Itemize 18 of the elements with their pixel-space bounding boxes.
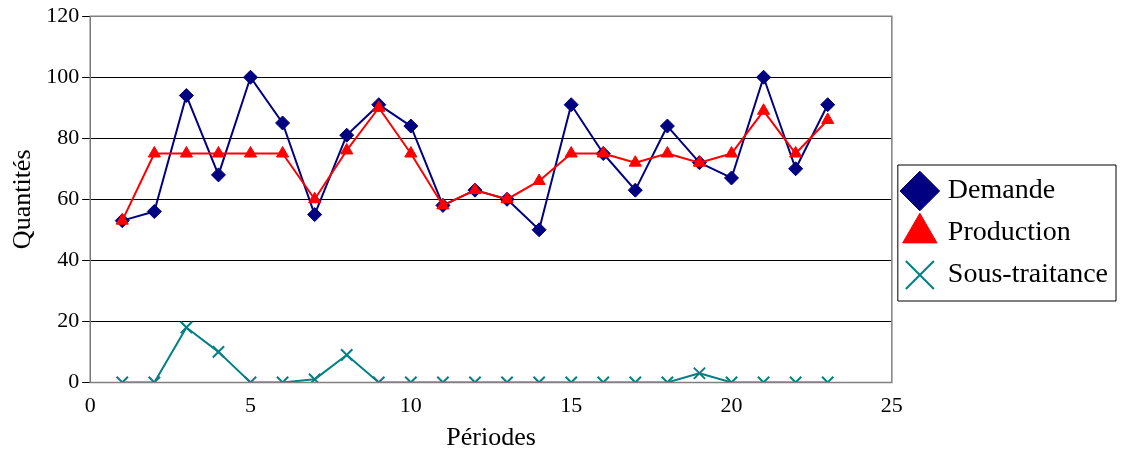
x-tick-label: 10: [399, 392, 422, 418]
y-tick-label: 100: [46, 63, 80, 89]
legend-label: Production: [947, 215, 1071, 247]
y-axis-title: Quantités: [7, 149, 37, 250]
y-tick-label: 80: [57, 124, 80, 150]
x-tick-label: 5: [245, 392, 257, 418]
x-axis-title: Périodes: [446, 422, 536, 452]
y-tick-label: 40: [57, 246, 80, 272]
y-tick-label: 20: [57, 307, 80, 333]
y-tick-label: 60: [57, 185, 80, 211]
y-tick-label: 0: [68, 368, 80, 394]
y-tick-label: 120: [46, 1, 80, 27]
legend-label: Demande: [947, 173, 1056, 205]
legend-label: Sous-traitance: [947, 257, 1109, 289]
x-tick-label: 15: [560, 392, 583, 418]
x-tick-label: 20: [720, 392, 743, 418]
x-tick-label: 25: [880, 392, 903, 418]
x-tick-label: 0: [84, 392, 96, 418]
